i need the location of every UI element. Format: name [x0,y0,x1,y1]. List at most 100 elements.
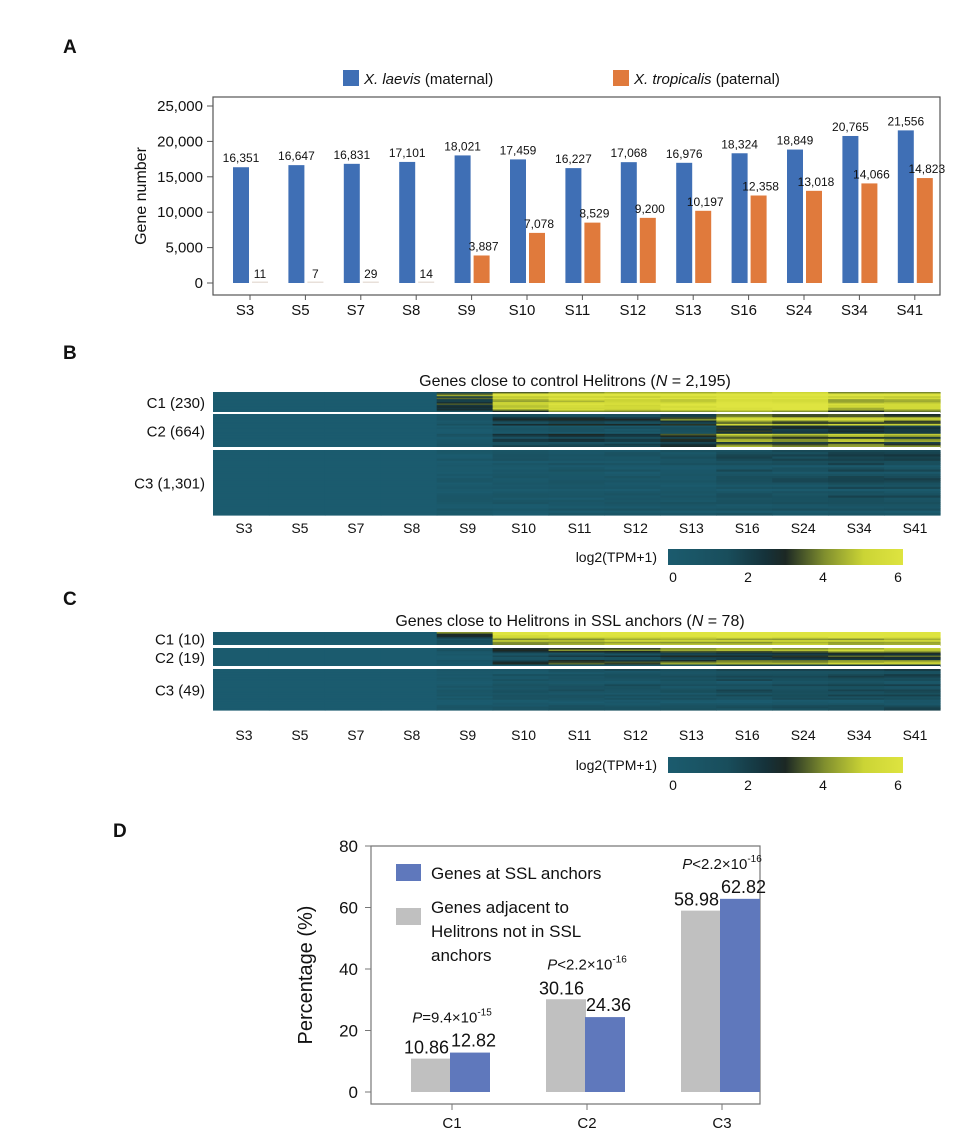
heatmap-cell [716,649,773,652]
heatmap-cell [213,438,270,441]
heatmap-cell [268,704,326,708]
heatmap-cell [548,437,606,440]
heatmap-cell [660,706,717,709]
bar-tropicalis-S10 [529,232,545,283]
heatmap-cell [268,422,326,425]
heatmap-cell [324,394,382,397]
heatmap-cell [828,652,885,655]
heatmap-cell [548,674,606,677]
heatmap-cell [884,433,941,437]
heatmap-cell [716,672,773,675]
heatmap-cell [716,658,773,661]
heatmap-cell [492,428,550,432]
heatmap-cell [716,687,773,691]
heatmap-cell [436,698,494,701]
heatmap-cell [604,696,661,699]
heatmap-cell [884,432,941,435]
heatmap-cell [828,672,885,675]
heatmap-cell [548,423,606,427]
heatmap-cell [268,638,326,641]
heatmap-cell [492,476,550,479]
heatmap-cell [492,675,550,679]
heatmap-cell [660,660,717,663]
heatmap-cell [324,432,382,435]
heatmap-cell [436,423,494,427]
heatmap-cell [604,467,661,471]
heatmap-cell [884,445,941,448]
heatmap-cell [772,399,829,402]
heatmap-cell [436,410,494,413]
heatmap-cell [604,404,661,407]
data-label-not-ssl: 10.86 [404,1038,449,1058]
heatmap-cell [884,418,941,422]
heatmap-cell [716,675,773,679]
heatmap-cell [604,397,661,400]
heatmap-cell [380,699,438,703]
heatmap-cell [548,443,606,446]
heatmap-cell [548,651,606,654]
heatmap-cell [884,400,941,403]
x-tick-label: S7 [347,520,364,536]
heatmap-cell [828,664,885,667]
heatmap-cell [492,652,550,655]
heatmap-cell [716,438,773,441]
heatmap-cell [213,655,270,658]
heatmap-cell [548,672,606,675]
heatmap-cell [268,679,326,682]
heatmap-cell [660,686,717,689]
heatmap-cell [492,409,550,412]
heatmap-cell [213,406,270,409]
heatmap-cell [828,460,885,464]
heatmap-cell [380,698,438,701]
heatmap-cell [492,443,550,446]
heatmap-cell [716,696,773,699]
heatmap-cell [604,677,661,680]
heatmap-cell [380,497,438,501]
heatmap-cell [324,493,382,497]
heatmap-cell [324,410,382,413]
heatmap-cell [324,484,382,488]
heatmap-cell [716,454,773,458]
heatmap-cell [380,674,438,677]
heatmap-cell [380,417,438,420]
heatmap-cell [772,442,829,445]
heatmap-cell [436,497,494,501]
heatmap-cell [772,508,829,512]
heatmap-cell [716,394,773,397]
heatmap-cell [884,394,941,397]
heatmap-cell [772,660,829,663]
heatmap-cell [324,661,382,664]
heatmap-cell [436,703,494,706]
heatmap-cell [268,670,326,674]
heatmap-cell [492,406,550,409]
heatmap-cell [772,410,829,413]
heatmap-cell [380,409,438,412]
heatmap-cell [492,396,550,399]
heatmap-cell [213,402,270,405]
heatmap-cell [604,672,661,675]
heatmap-cell [268,433,326,437]
heatmap-cell [716,691,773,694]
heatmap-cell [828,512,885,516]
heatmap-cell [268,652,326,655]
heatmap-cell [716,661,773,664]
heatmap-cell [716,651,773,654]
x-tick-label: S16 [735,727,760,743]
heatmap-cell [324,691,382,694]
heatmap-cell [604,410,661,413]
heatmap-cell [268,651,326,654]
heatmap-cell [604,495,661,499]
heatmap-cell [380,654,438,657]
p-exponent: -16 [612,954,627,965]
heatmap-cell [716,686,773,689]
heatmap-cell [716,450,773,453]
heatmap-cell [828,655,885,658]
heatmap-cell [213,682,270,685]
heatmap-cell [213,425,270,428]
heatmap-cell [268,504,326,507]
heatmap-cell [772,403,829,406]
heatmap-cell [380,640,438,643]
heatmap-cell [604,651,661,654]
heatmap-cell [660,400,717,403]
heatmap-cell [324,415,382,418]
